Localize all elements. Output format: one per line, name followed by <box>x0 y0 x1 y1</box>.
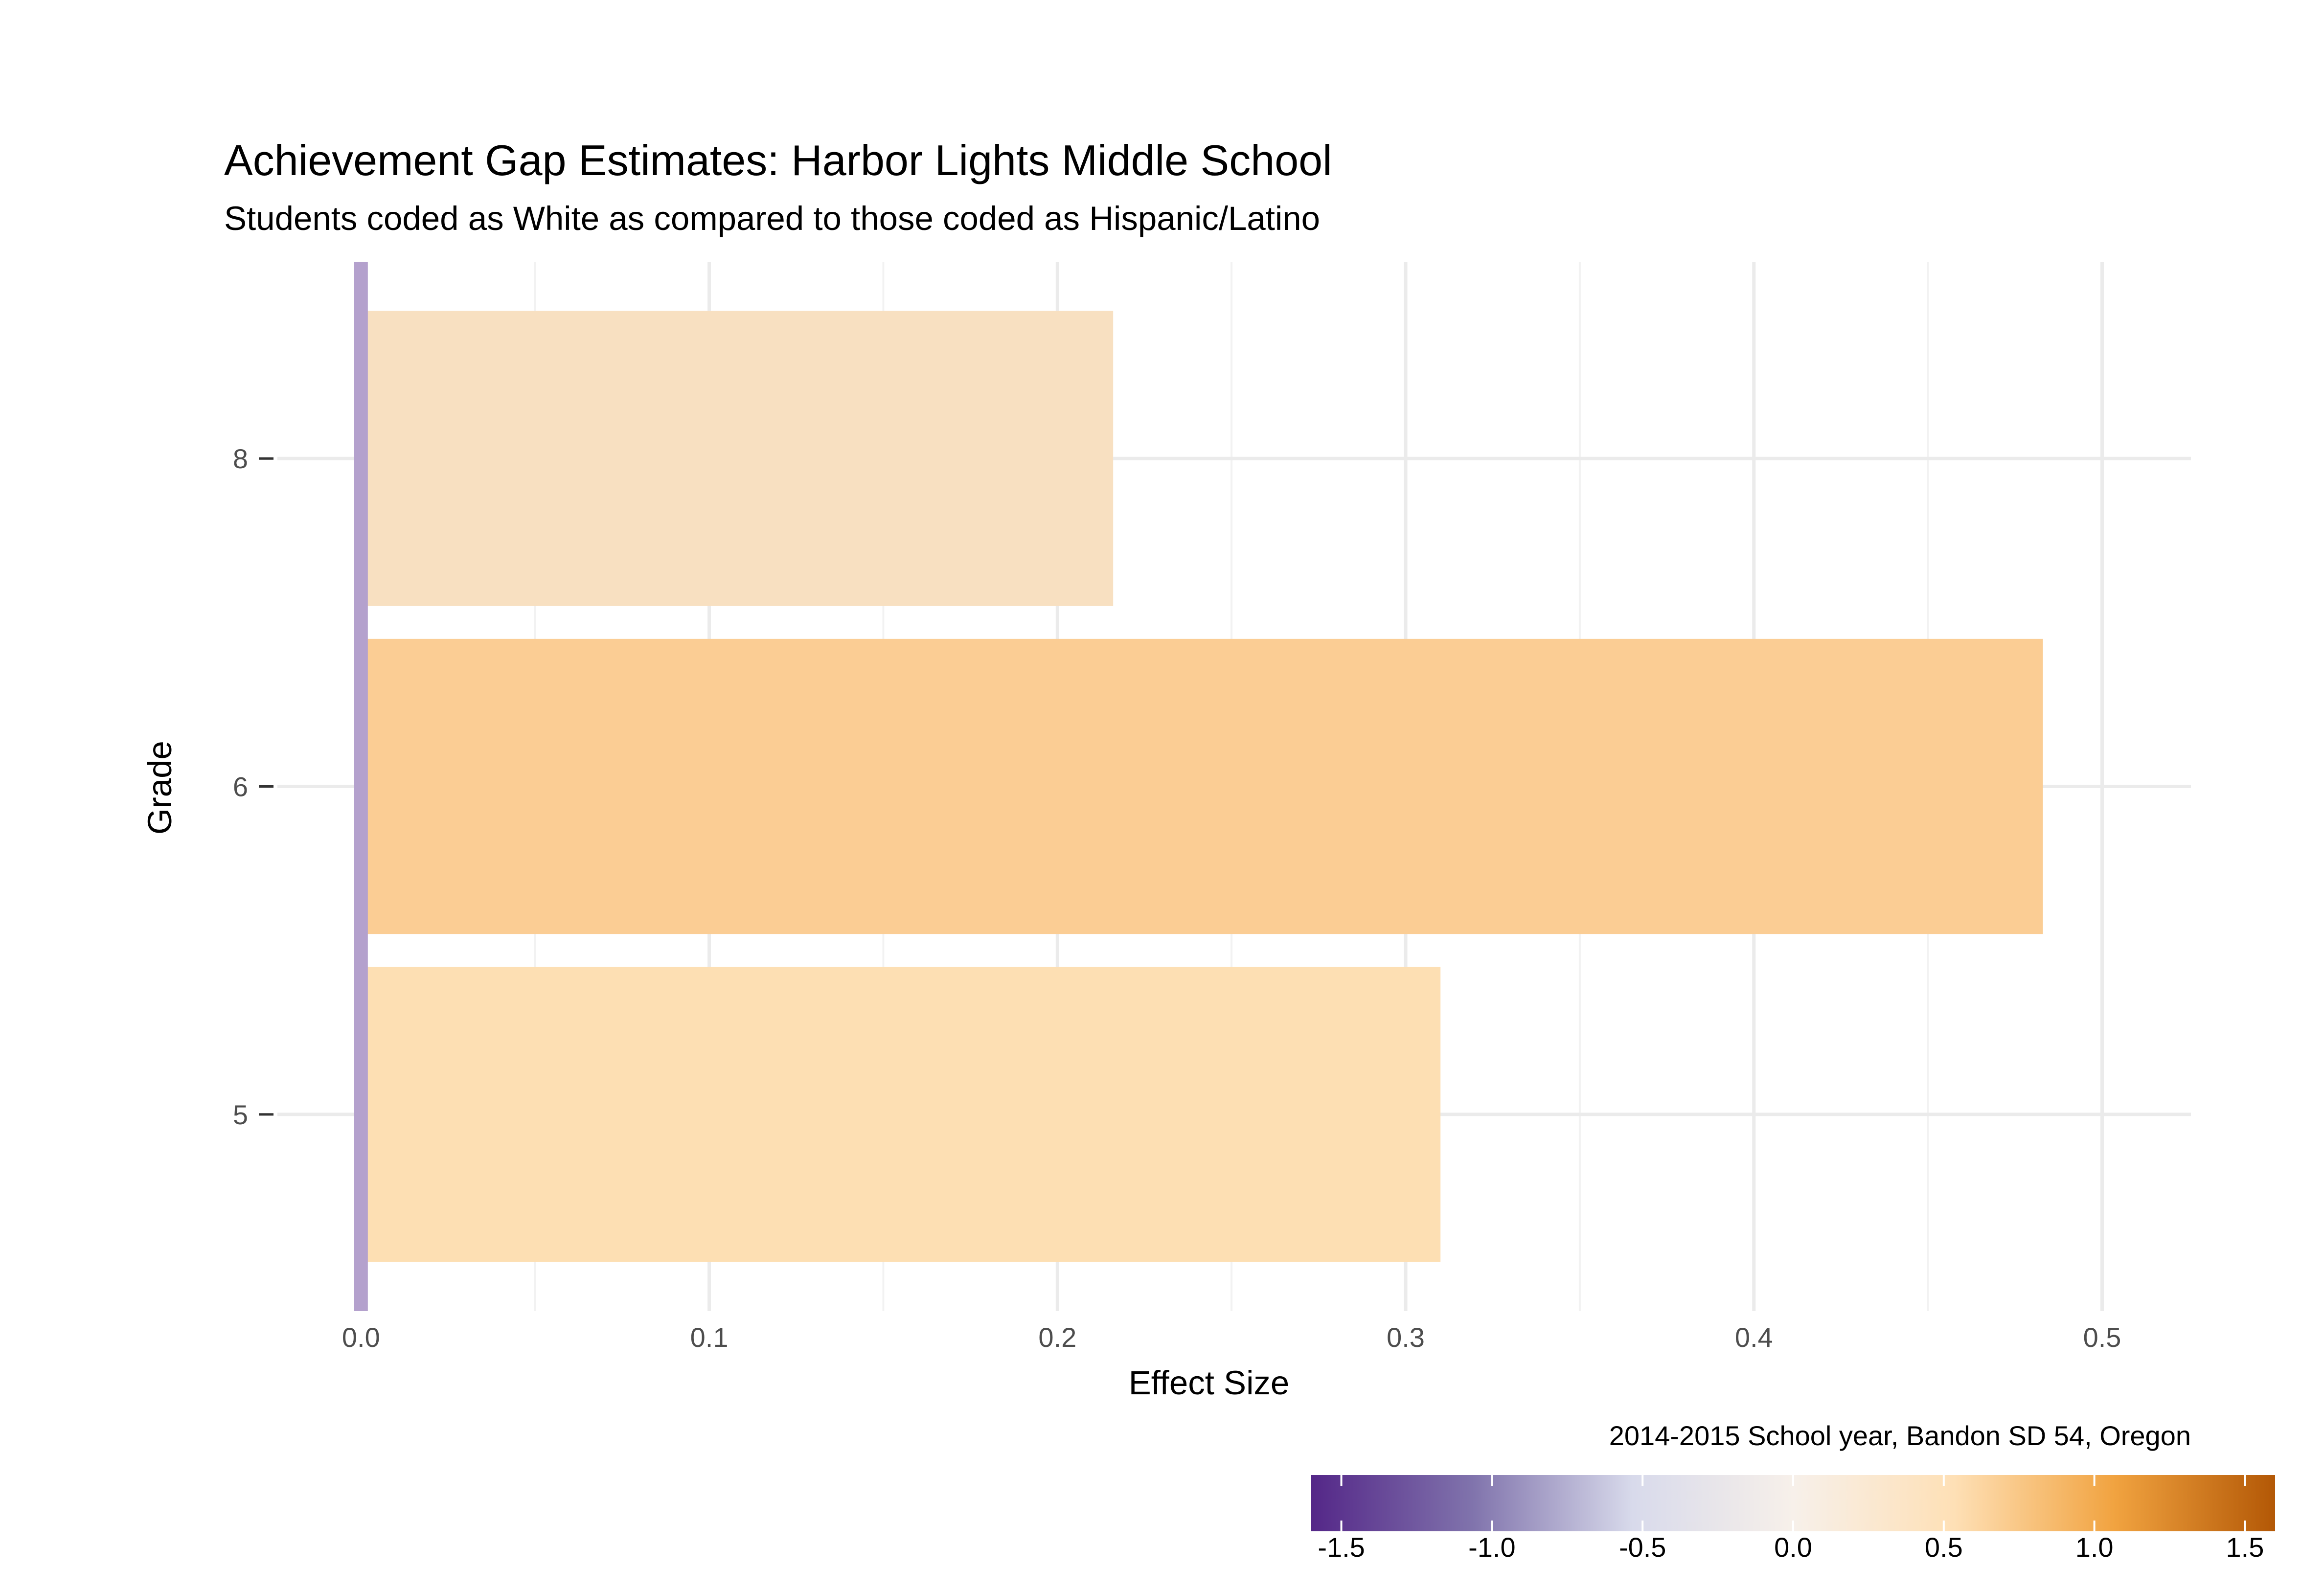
chart-caption: 2014-2015 School year, Bandon SD 54, Ore… <box>1609 1420 2191 1451</box>
x-axis-title: Effect Size <box>1129 1364 1290 1402</box>
y-tick-label: 8 <box>233 443 248 474</box>
x-tick-label: 0.4 <box>1735 1322 1773 1353</box>
x-tick-label: 0.2 <box>1038 1322 1076 1353</box>
y-tick-label: 6 <box>233 772 248 802</box>
x-tick-label: 0.5 <box>2083 1322 2121 1353</box>
bar-grade-5 <box>361 967 1441 1262</box>
bars <box>361 311 2043 1262</box>
x-axis-ticks: 0.0 0.1 0.2 0.3 0.4 0.5 <box>342 1322 2121 1353</box>
bar-grade-6 <box>361 638 2043 934</box>
color-legend: -1.5 -1.0 -0.5 0.0 0.5 1.0 1.5 <box>1311 1475 2275 1563</box>
colorbar-tick-label: -1.0 <box>1468 1532 1516 1563</box>
y-axis-title: Grade <box>141 741 179 835</box>
colorbar-tick-label: -0.5 <box>1619 1532 1666 1563</box>
zero-line <box>354 262 368 1311</box>
colorbar-tick-label: 0.0 <box>1774 1532 1812 1563</box>
chart-subtitle: Students coded as White as compared to t… <box>224 200 1320 237</box>
bar-grade-8 <box>361 311 1114 606</box>
y-tick-label: 5 <box>233 1099 248 1130</box>
x-tick-label: 0.1 <box>690 1322 729 1353</box>
x-tick-label: 0.0 <box>342 1322 380 1353</box>
x-tick-label: 0.3 <box>1387 1322 1425 1353</box>
colorbar-ticks: -1.5 -1.0 -0.5 0.0 0.5 1.0 1.5 <box>1318 1475 2264 1563</box>
colorbar-tick-label: -1.5 <box>1318 1532 1365 1563</box>
colorbar-tick-label: 1.5 <box>2226 1532 2264 1563</box>
chart-title: Achievement Gap Estimates: Harbor Lights… <box>224 136 1332 184</box>
colorbar-tick-label: 0.5 <box>1925 1532 1963 1563</box>
colorbar-tick-label: 1.0 <box>2075 1532 2114 1563</box>
y-axis-ticks: 5 6 8 <box>233 443 273 1130</box>
